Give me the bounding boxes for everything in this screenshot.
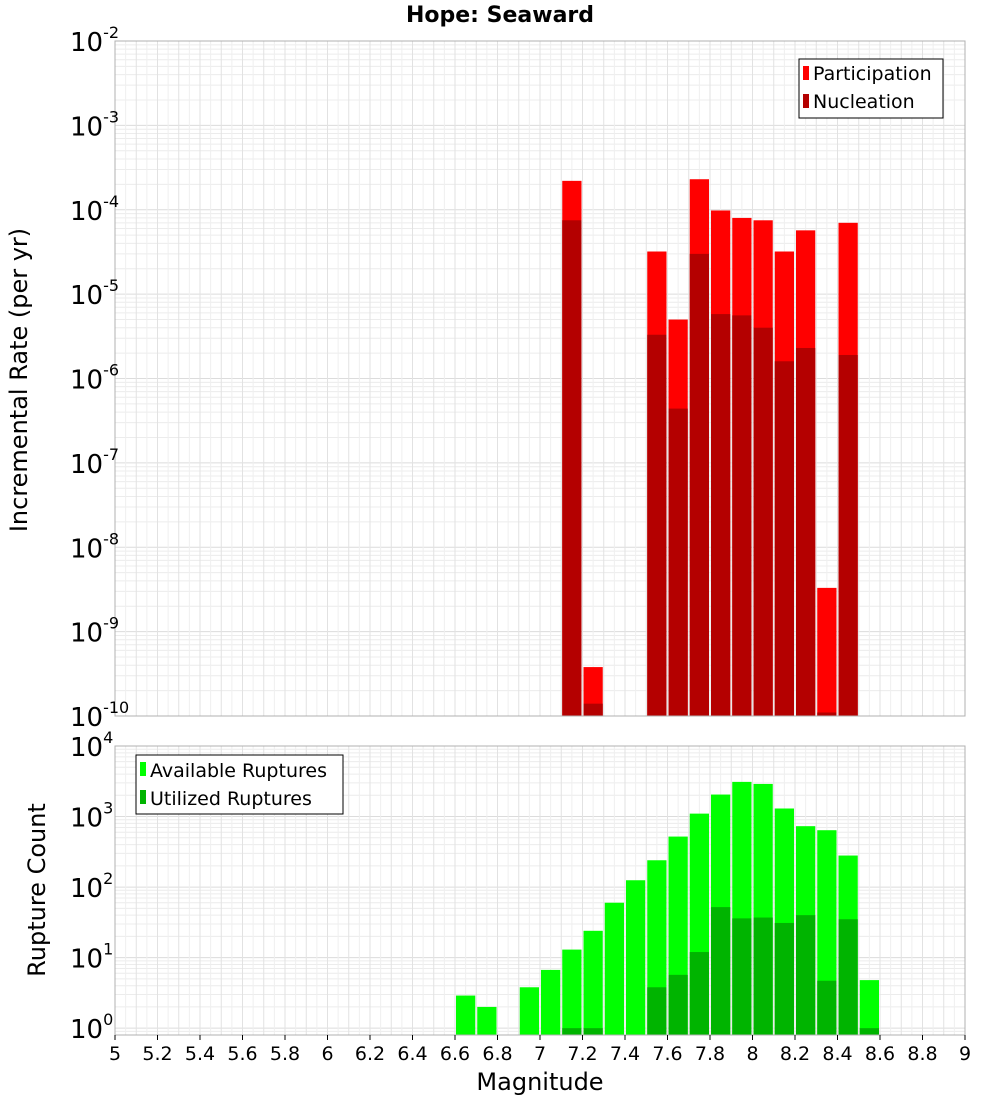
bar-nucleation bbox=[796, 347, 816, 716]
bottom-y-axis-label: Rupture Count bbox=[23, 803, 51, 977]
top-plot-border bbox=[114, 40, 966, 717]
legend-swatch-utilized bbox=[140, 790, 146, 804]
x-tick-label: 5.8 bbox=[270, 1043, 300, 1065]
x-tick-label: 6 bbox=[321, 1043, 333, 1065]
bar-nucleation bbox=[668, 408, 688, 716]
bar-utilized-ruptures bbox=[689, 952, 709, 1035]
y-tick-label: 100 bbox=[70, 1010, 113, 1045]
bar-participation bbox=[817, 587, 837, 716]
top-y-axis-label: Incremental Rate (per yr) bbox=[5, 228, 33, 532]
bar-available-ruptures bbox=[583, 930, 603, 1035]
legend-swatch-participation bbox=[803, 66, 809, 80]
bar-utilized-ruptures bbox=[668, 974, 688, 1035]
bar-utilized-ruptures bbox=[774, 922, 794, 1035]
bottom-legend-box bbox=[135, 754, 344, 815]
bar-utilized-ruptures bbox=[583, 1028, 603, 1035]
y-tick-label: 104 bbox=[70, 728, 113, 763]
x-tick-label: 6.4 bbox=[397, 1043, 427, 1065]
bar-nucleation bbox=[711, 314, 731, 716]
x-tick-label: 8.2 bbox=[780, 1043, 810, 1065]
x-tick-label: 6.2 bbox=[355, 1043, 385, 1065]
legend-swatch-available bbox=[140, 762, 146, 776]
x-ticks: 5 5.2 5.4 5.6 5.8 6 6.2 6.4 6.6 6.8 7 7.2 7.4 7.6 7.8 8… bbox=[109, 1035, 971, 1065]
bar-utilized-ruptures bbox=[562, 1028, 582, 1035]
legend-label-nucleation: Nucleation bbox=[813, 91, 915, 113]
x-tick-label: 7 bbox=[534, 1043, 546, 1065]
bar-nucleation bbox=[838, 354, 858, 716]
bar-nucleation bbox=[583, 703, 603, 716]
x-tick-label: 6.8 bbox=[482, 1043, 512, 1065]
bar-nucleation bbox=[753, 327, 773, 716]
bottom-panel: 100 101 102 103 104 5 5.2 5.4 5.6 5.8 6 6.2 6.4 6.6 6… bbox=[23, 728, 971, 1096]
y-tick-label: 10-4 bbox=[70, 192, 119, 227]
y-tick-label: 10-6 bbox=[70, 361, 119, 396]
bar-nucleation bbox=[689, 253, 709, 716]
x-tick-label: 8.6 bbox=[865, 1043, 895, 1065]
bar-utilized-ruptures bbox=[711, 907, 731, 1035]
bar-nucleation bbox=[562, 220, 582, 717]
y-tick-label: 101 bbox=[70, 940, 113, 975]
bar-nucleation bbox=[647, 334, 667, 716]
legend-label-utilized: Utilized Ruptures bbox=[150, 788, 312, 810]
y-tick-label: 102 bbox=[70, 869, 113, 904]
bottom-bars bbox=[456, 781, 879, 1035]
y-tick-label: 10-10 bbox=[70, 698, 129, 733]
bar-utilized-ruptures bbox=[817, 980, 837, 1035]
x-tick-label: 5 bbox=[109, 1043, 121, 1065]
x-axis-label: Magnitude bbox=[476, 1068, 603, 1096]
bar-available-ruptures bbox=[562, 949, 582, 1035]
x-tick-label: 6.6 bbox=[440, 1043, 470, 1065]
y-tick-label: 103 bbox=[70, 799, 113, 834]
bar-utilized-ruptures bbox=[838, 919, 858, 1035]
x-tick-label: 7.6 bbox=[652, 1043, 682, 1065]
top-y-ticks: 10-10 10-9 10-8 10-7 10-6 10-5 10-4 10-3 10-2 bbox=[70, 23, 129, 733]
bar-nucleation bbox=[774, 361, 794, 716]
y-tick-label: 10-9 bbox=[70, 614, 119, 649]
bar-available-ruptures bbox=[604, 902, 624, 1035]
y-tick-label: 10-2 bbox=[70, 23, 119, 58]
x-tick-label: 5.2 bbox=[142, 1043, 172, 1065]
bar-utilized-ruptures bbox=[647, 987, 667, 1035]
x-tick-label: 7.2 bbox=[567, 1043, 597, 1065]
y-tick-label: 10-8 bbox=[70, 529, 119, 564]
x-tick-label: 5.4 bbox=[185, 1043, 215, 1065]
bar-nucleation bbox=[817, 712, 837, 716]
x-tick-label: 5.6 bbox=[227, 1043, 257, 1065]
legend-swatch-nucleation bbox=[803, 94, 809, 108]
bar-utilized-ruptures bbox=[732, 918, 752, 1035]
top-legend: Participation Nucleation bbox=[798, 58, 944, 119]
bar-utilized-ruptures bbox=[796, 915, 816, 1035]
bar-nucleation bbox=[732, 315, 752, 716]
bottom-legend: Available Ruptures Utilized Ruptures bbox=[135, 754, 344, 815]
legend-label-available: Available Ruptures bbox=[150, 760, 327, 782]
bar-available-ruptures bbox=[541, 969, 561, 1035]
bottom-y-ticks: 100 101 102 103 104 bbox=[70, 728, 113, 1045]
bar-available-ruptures bbox=[859, 980, 879, 1035]
chart-title: Hope: Seaward bbox=[406, 3, 594, 28]
bar-utilized-ruptures bbox=[753, 917, 773, 1035]
y-tick-label: 10-3 bbox=[70, 107, 119, 142]
x-tick-label: 9 bbox=[959, 1043, 971, 1065]
x-tick-label: 8 bbox=[746, 1043, 758, 1065]
x-tick-label: 8.4 bbox=[822, 1043, 852, 1065]
x-tick-label: 7.4 bbox=[610, 1043, 640, 1065]
top-panel: 10-10 10-9 10-8 10-7 10-6 10-5 10-4 10-3 10-2 Ho… bbox=[5, 3, 966, 733]
top-bars bbox=[562, 179, 858, 717]
legend-label-participation: Participation bbox=[813, 63, 932, 85]
top-gridlines bbox=[114, 41, 966, 717]
bar-utilized-ruptures bbox=[859, 1028, 879, 1035]
y-tick-label: 10-5 bbox=[70, 276, 119, 311]
x-tick-label: 7.8 bbox=[695, 1043, 725, 1065]
y-tick-label: 10-7 bbox=[70, 445, 119, 480]
bar-available-ruptures bbox=[519, 987, 539, 1035]
bar-available-ruptures bbox=[626, 880, 646, 1035]
bar-available-ruptures bbox=[456, 995, 476, 1035]
bar-available-ruptures bbox=[477, 1006, 497, 1035]
x-tick-label: 8.8 bbox=[907, 1043, 937, 1065]
top-legend-box bbox=[798, 58, 944, 119]
